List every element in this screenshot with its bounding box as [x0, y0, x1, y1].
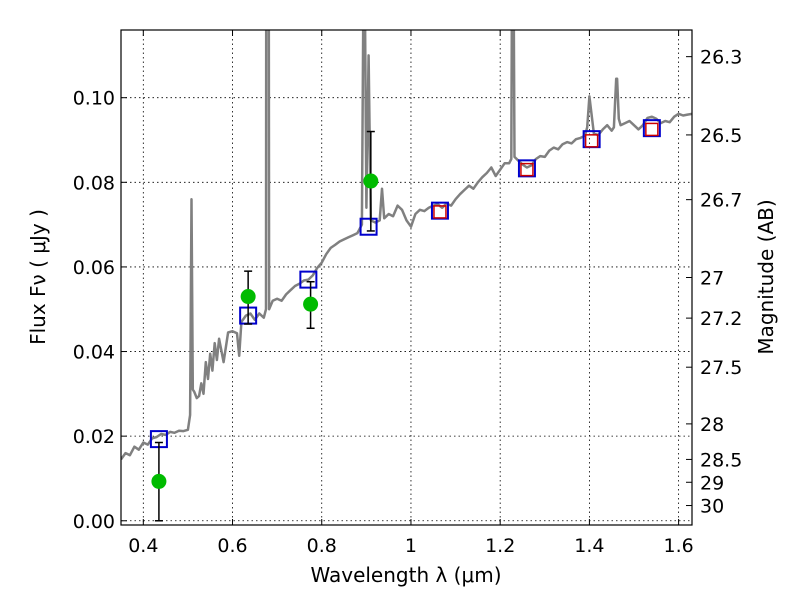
- x-tick-label: 1.2: [485, 535, 515, 557]
- x-tick-label: 0.8: [307, 535, 337, 557]
- observed-data-point: [303, 296, 319, 312]
- x-tick-label: 1.4: [574, 535, 604, 557]
- x-axis-label: Wavelength λ (μm): [310, 563, 501, 587]
- observed-data-point: [363, 173, 379, 189]
- right-tick-label: 28: [700, 414, 724, 436]
- model-spectrum-line: [121, 30, 692, 461]
- right-tick-label: 27.5: [700, 357, 742, 379]
- x-tick-label: 1.6: [664, 535, 694, 557]
- measured-photometry-square: [433, 205, 447, 219]
- y-tick-label: 0.04: [73, 342, 115, 364]
- y-axis-label: Flux Fν ( μJy ): [26, 209, 50, 345]
- y-tick-label: 0.08: [73, 172, 115, 194]
- right-tick-label: 26.5: [700, 125, 742, 147]
- right-tick-label: 29: [700, 472, 724, 494]
- model-photometry-square: [299, 270, 318, 289]
- right-tick-label: 27.2: [700, 308, 742, 330]
- observed-data-point: [151, 473, 167, 489]
- right-tick-label: 26.7: [700, 190, 742, 212]
- y-tick-label: 0.02: [73, 426, 115, 448]
- x-tick-label: 1: [405, 535, 417, 557]
- right-axis-label: Magnitude (AB): [754, 199, 778, 354]
- plot-area: [121, 30, 692, 522]
- right-tick-label: 27: [700, 268, 724, 290]
- right-tick-label: 26.3: [700, 47, 742, 69]
- x-tick-label: 0.6: [217, 535, 247, 557]
- y-tick-label: 0.06: [73, 257, 115, 279]
- measured-photometry-square: [584, 134, 599, 148]
- y-tick-label: 0.00: [73, 511, 115, 533]
- ticks-layer: 0.4 0.6 0.8 1 1.2 1.4 1.6 0.00 0.02 0.04 0.06 0.08 0…: [73, 30, 742, 557]
- observed-data-point: [240, 289, 256, 305]
- measured-photometry-square: [645, 122, 659, 137]
- x-tick-label: 0.4: [128, 535, 158, 557]
- measured-photometry-square: [520, 162, 534, 177]
- grid-layer: [121, 30, 692, 525]
- y-tick-label: 0.10: [73, 88, 115, 110]
- right-tick-label: 28.5: [700, 449, 742, 471]
- model-photometry-square: [359, 217, 378, 236]
- right-tick-label: 30: [700, 496, 724, 518]
- plot-frame: [120, 29, 693, 526]
